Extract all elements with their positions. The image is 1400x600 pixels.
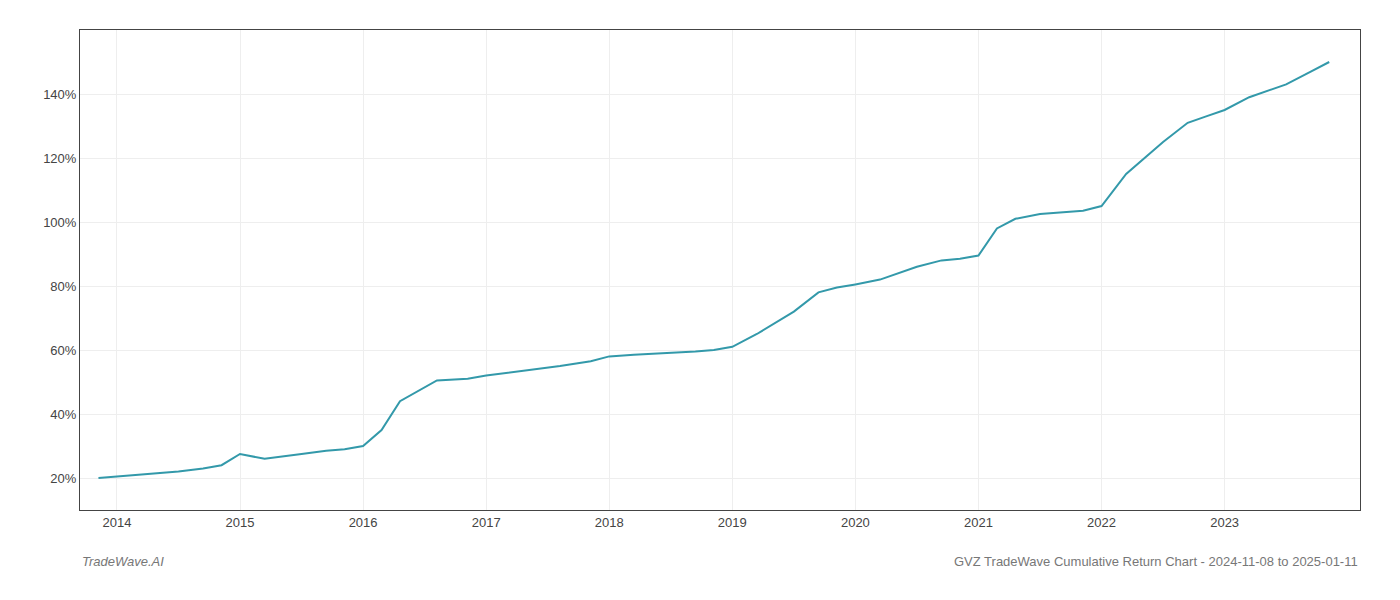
svg-text:2018: 2018: [595, 515, 624, 530]
svg-text:20%: 20%: [50, 471, 76, 486]
svg-text:2020: 2020: [841, 515, 870, 530]
svg-text:GVZ TradeWave Cumulative Retur: GVZ TradeWave Cumulative Return Chart - …: [954, 554, 1358, 569]
svg-text:2023: 2023: [1210, 515, 1239, 530]
svg-text:2019: 2019: [718, 515, 747, 530]
svg-text:140%: 140%: [43, 87, 77, 102]
svg-text:60%: 60%: [50, 343, 76, 358]
svg-text:120%: 120%: [43, 151, 77, 166]
svg-text:2017: 2017: [472, 515, 501, 530]
svg-text:2021: 2021: [964, 515, 993, 530]
svg-text:2016: 2016: [349, 515, 378, 530]
svg-text:40%: 40%: [50, 407, 76, 422]
svg-text:2014: 2014: [102, 515, 131, 530]
svg-text:2015: 2015: [226, 515, 255, 530]
svg-text:100%: 100%: [43, 215, 77, 230]
svg-text:2022: 2022: [1087, 515, 1116, 530]
svg-text:80%: 80%: [50, 279, 76, 294]
svg-text:TradeWave.AI: TradeWave.AI: [82, 554, 164, 569]
